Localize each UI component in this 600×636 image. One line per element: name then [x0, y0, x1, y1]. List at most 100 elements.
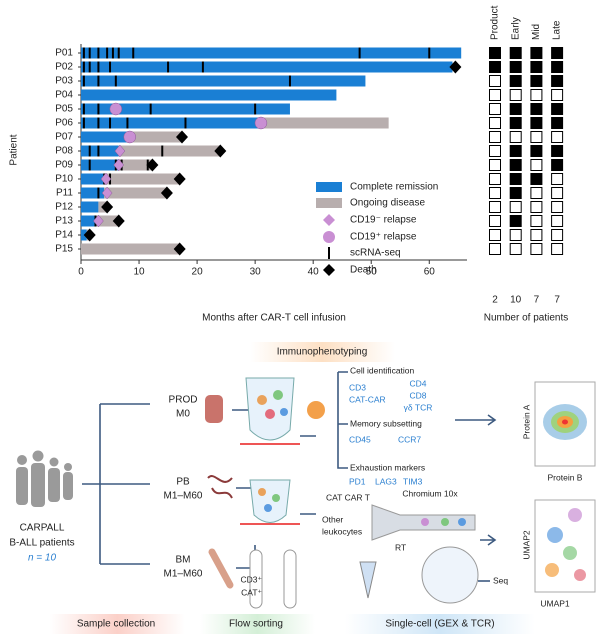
column-label: Late: [552, 20, 563, 40]
sample-cell: [551, 103, 564, 115]
sample-cell: [509, 173, 522, 185]
axis-label: UMAP2: [521, 530, 531, 560]
sample-cell: [530, 229, 543, 241]
marker: CD3: [349, 382, 366, 392]
bone-icon: [208, 548, 234, 589]
patients-icon: [16, 450, 73, 507]
y-tick-label: P12: [55, 202, 73, 213]
sample-cell: [509, 201, 522, 213]
death: [449, 60, 462, 74]
marker: TIM3: [403, 476, 423, 486]
column-total: 7: [554, 295, 560, 306]
sample-cell: [551, 215, 564, 227]
relapse-negative: [113, 158, 125, 172]
column-total: 2: [492, 295, 498, 306]
sample-cell: [489, 201, 501, 213]
marker: CD4: [409, 378, 426, 388]
bar-segment: [81, 159, 119, 171]
sample-cell: [530, 215, 543, 227]
bar-segment: [81, 145, 119, 157]
bar-segment: [81, 215, 96, 227]
relapse-positive: [123, 130, 137, 144]
y-tick-label: P07: [55, 132, 73, 143]
sample-cell: [551, 229, 564, 241]
bag-icon: [205, 395, 223, 423]
sample-cell: [551, 159, 564, 171]
legend-swatch: [316, 182, 342, 192]
x-tick-label: 40: [308, 267, 320, 278]
column-total: 10: [510, 295, 522, 306]
legend-swatch: [323, 214, 335, 226]
sample-cell: [530, 89, 543, 101]
death: [173, 242, 186, 256]
y-tick-label: P03: [55, 76, 73, 87]
sample-cell: [489, 117, 501, 129]
column-label: Early: [510, 17, 521, 40]
bar-segment: [260, 117, 389, 129]
death: [173, 172, 186, 186]
sorted-label: Other: [322, 514, 343, 524]
y-tick-label: P11: [56, 188, 73, 199]
x-axis-label: Number of patients: [484, 313, 569, 324]
stage-label: Sample collection: [77, 619, 155, 630]
droplet: [421, 546, 479, 604]
patients-label: B-ALL patients: [9, 538, 74, 549]
umap-plot: [534, 499, 596, 593]
bar-segment: [95, 215, 119, 227]
sorted-label: CAT CAR T: [326, 492, 370, 502]
relapse-negative: [93, 214, 104, 228]
banner: [250, 342, 395, 362]
death: [83, 228, 96, 242]
sample-cell: [509, 75, 522, 87]
platform-label: Chromium 10x: [402, 488, 458, 498]
x-tick-label: 10: [133, 267, 145, 278]
cell-icon: [307, 401, 325, 419]
stage-label: Flow sorting: [229, 619, 283, 630]
sample-cell: [509, 229, 522, 241]
death: [146, 158, 159, 172]
y-tick-label: P13: [55, 216, 73, 227]
sample-cell: [489, 173, 501, 185]
legend-label: CD19⁺ relapse: [350, 232, 417, 243]
sample-cell: [489, 89, 501, 101]
sample-cell: [489, 243, 501, 255]
bar-segment: [104, 187, 169, 199]
source-label: PROD: [169, 395, 198, 406]
patients-label: n = 10: [28, 553, 57, 564]
bar-segment: [118, 145, 221, 157]
relapse-positive: [109, 102, 123, 116]
death: [175, 130, 188, 144]
source-label: BM: [176, 555, 191, 566]
bar-segment: [81, 173, 105, 185]
sample-cell: [530, 145, 543, 157]
bar-segment: [81, 47, 462, 59]
workflow-diagram: Immunophenotyping CARPALL B-ALL patients…: [9, 342, 596, 634]
gate-label: CAT⁺: [241, 587, 262, 597]
source-label: M1–M60: [164, 491, 203, 502]
x-axis-label: Months after CAR-T cell infusion: [202, 313, 346, 324]
sample-cell: [489, 103, 501, 115]
sample-cell: [530, 103, 543, 115]
column-label: Product: [490, 5, 501, 40]
sample-cell: [530, 131, 543, 143]
sample-cell: [530, 201, 543, 213]
sample-cell: [530, 75, 543, 87]
bar-segment: [81, 89, 337, 101]
sample-cell: [509, 47, 522, 59]
relapse-negative: [101, 186, 113, 200]
bar-segment: [127, 131, 183, 143]
relapse-positive: [254, 116, 268, 130]
sample-cell: [509, 187, 522, 199]
legend-swatch: [323, 231, 335, 243]
death: [101, 200, 114, 214]
x-tick-label: 20: [192, 267, 204, 278]
panel-heading: Memory subsetting: [350, 418, 422, 428]
relapse-negative: [114, 144, 126, 158]
sample-cell: [551, 243, 564, 255]
sample-cell: [530, 159, 543, 171]
connector: [455, 414, 497, 546]
y-tick-label: P14: [55, 230, 73, 241]
sample-cell: [551, 131, 564, 143]
umap-clusters: [545, 508, 586, 581]
